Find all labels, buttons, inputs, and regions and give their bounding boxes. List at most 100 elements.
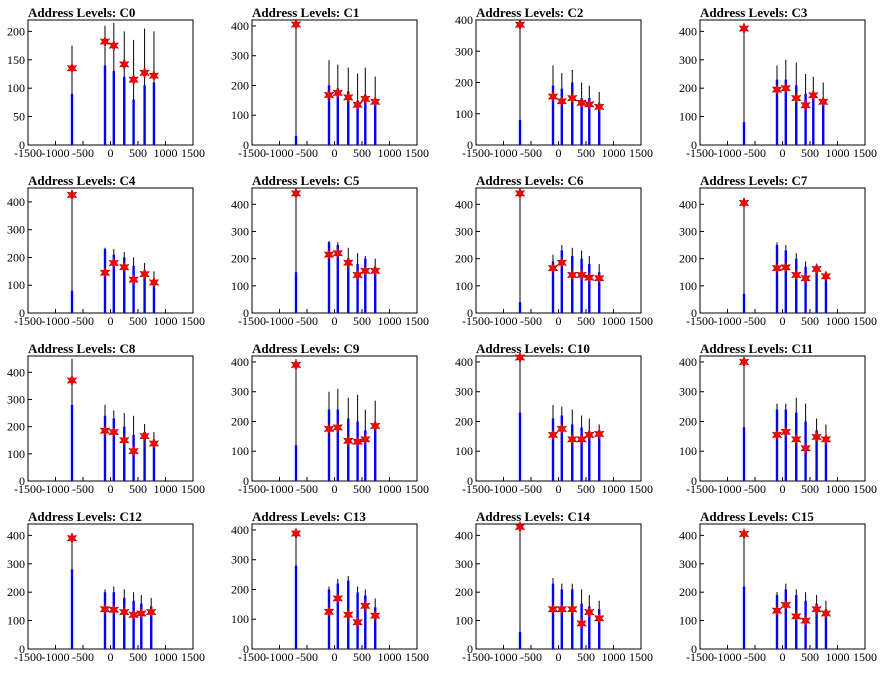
bar	[374, 607, 377, 649]
x-tick-label: 1000	[826, 314, 850, 328]
x-tick-label: -500	[520, 314, 542, 328]
plot-frame	[251, 19, 418, 146]
y-tick-label: 300	[231, 224, 249, 238]
peak-marker	[135, 607, 147, 620]
bar	[580, 258, 583, 313]
peak-marker	[118, 434, 130, 447]
y-tick-label: 100	[679, 110, 697, 124]
x-tick-label: 0	[332, 650, 338, 664]
x-tick-label: -1500	[686, 146, 714, 160]
bar	[112, 592, 115, 649]
y-tick-label: 400	[7, 528, 25, 542]
peak-marker	[118, 605, 130, 619]
peak-marker	[290, 358, 302, 372]
peak-marker	[66, 532, 78, 545]
x-tick-label: -1500	[14, 314, 42, 328]
x-tick-label: -500	[744, 314, 766, 328]
bar	[784, 589, 787, 649]
bar	[327, 242, 331, 313]
peak-marker	[514, 187, 526, 200]
bar	[580, 427, 583, 481]
peak-marker	[128, 444, 139, 458]
bar	[784, 250, 787, 313]
peak-marker	[66, 188, 78, 202]
bar	[294, 272, 298, 313]
bar	[103, 415, 107, 481]
y-tick-label: 200	[231, 414, 249, 428]
bar	[812, 96, 815, 145]
y-tick-label: 100	[455, 444, 473, 458]
peak-marker	[108, 603, 120, 616]
y-tick-label: 100	[231, 279, 249, 293]
chart-panel: Address Levels: C11 0 100 200 300 400 -1500 -10…	[679, 341, 877, 496]
y-tick-label: 200	[679, 414, 697, 428]
x-tick-label: -500	[72, 650, 94, 664]
peak-marker	[738, 527, 750, 541]
peak-marker	[290, 527, 302, 540]
x-tick-label: 500	[577, 482, 595, 496]
bar	[70, 404, 74, 481]
bar	[336, 409, 339, 481]
peak-marker	[359, 264, 371, 278]
peak-marker	[583, 605, 595, 619]
y-tick-label: 0	[243, 642, 249, 656]
bar	[364, 94, 367, 145]
chart-title: Address Levels: C13	[252, 509, 366, 524]
x-tick-label: -1500	[686, 314, 714, 328]
bar	[103, 65, 107, 145]
bar	[742, 122, 746, 145]
y-tick-label: 100	[231, 444, 249, 458]
bar	[795, 412, 798, 481]
chart-panel: Address Levels: C13 0 100 200 300 400 -1500 -10…	[231, 509, 429, 664]
y-tick-label: 100	[679, 614, 697, 628]
y-tick-label: 100	[455, 279, 473, 293]
peak-marker	[593, 427, 605, 441]
x-tick-label: -500	[296, 146, 318, 160]
y-tick-label: 100	[679, 279, 697, 293]
peak-marker	[352, 616, 363, 629]
x-tick-label: 0	[332, 482, 338, 496]
x-tick-label: -1500	[686, 650, 714, 664]
x-tick-label: 0	[332, 314, 338, 328]
peak-marker	[547, 428, 559, 442]
plot-frame	[699, 187, 866, 314]
y-tick-label: 400	[231, 197, 249, 211]
peak-marker	[790, 433, 802, 446]
x-tick-label: -1000	[714, 146, 742, 160]
peak-marker	[593, 612, 605, 625]
bar	[822, 99, 825, 145]
y-tick-label: 200	[455, 585, 473, 599]
peak-marker	[369, 264, 381, 278]
peak-marker	[323, 248, 335, 261]
peak-marker	[148, 437, 160, 450]
chart-title: Address Levels: C7	[700, 173, 808, 188]
y-tick-label: 200	[231, 78, 249, 92]
x-tick-label: 500	[353, 482, 371, 496]
x-tick-label: 1500	[853, 650, 877, 664]
bar	[560, 250, 563, 313]
x-tick-label: -1500	[462, 314, 490, 328]
x-tick-label: 1500	[629, 650, 653, 664]
peak-marker	[352, 98, 363, 111]
y-tick-label: 400	[679, 355, 697, 369]
x-tick-label: -1000	[42, 482, 70, 496]
peak-marker	[811, 430, 822, 444]
x-tick-label: -1000	[714, 482, 742, 496]
bar	[518, 631, 522, 649]
x-tick-label: -1000	[266, 146, 294, 160]
x-tick-label: 0	[332, 146, 338, 160]
peak-marker	[790, 268, 802, 282]
y-tick-label: 0	[467, 474, 473, 488]
peak-marker	[332, 247, 344, 260]
y-tick-label: 400	[455, 528, 473, 542]
x-tick-label: 500	[353, 650, 371, 664]
x-tick-label: -1500	[238, 482, 266, 496]
peak-marker	[771, 261, 783, 275]
bar	[824, 436, 828, 481]
bar	[123, 597, 126, 649]
y-tick-label: 300	[7, 392, 25, 406]
bar	[560, 88, 563, 145]
peak-marker	[771, 428, 783, 442]
peak-marker	[800, 99, 811, 112]
peak-marker	[514, 18, 526, 31]
